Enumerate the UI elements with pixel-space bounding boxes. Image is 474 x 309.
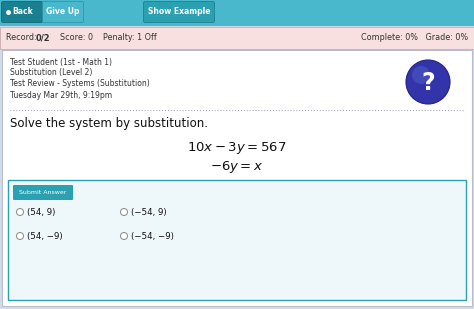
- Text: Test Review - Systems (Substitution): Test Review - Systems (Substitution): [10, 79, 150, 88]
- Text: Tuesday Mar 29th, 9:19pm: Tuesday Mar 29th, 9:19pm: [10, 91, 112, 99]
- Text: 0/2: 0/2: [36, 33, 51, 43]
- FancyBboxPatch shape: [43, 2, 83, 23]
- Circle shape: [406, 60, 450, 104]
- Text: $-6y = x$: $-6y = x$: [210, 159, 264, 175]
- Bar: [0, 0, 474, 26]
- FancyBboxPatch shape: [13, 185, 73, 200]
- Circle shape: [120, 209, 128, 215]
- Text: ?: ?: [421, 71, 435, 95]
- Text: Test Student (1st - Math 1): Test Student (1st - Math 1): [10, 57, 112, 66]
- Circle shape: [120, 232, 128, 239]
- FancyBboxPatch shape: [1, 2, 43, 23]
- Text: Solve the system by substitution.: Solve the system by substitution.: [10, 117, 208, 130]
- Text: Record:: Record:: [6, 33, 39, 43]
- Text: $10x - 3y = 567$: $10x - 3y = 567$: [187, 140, 287, 156]
- Text: Back: Back: [13, 7, 33, 16]
- Text: (54, 9): (54, 9): [27, 208, 55, 217]
- Circle shape: [17, 209, 24, 215]
- Text: Complete: 0%   Grade: 0%: Complete: 0% Grade: 0%: [361, 33, 468, 43]
- FancyBboxPatch shape: [8, 180, 466, 300]
- Circle shape: [412, 66, 430, 84]
- Text: Submit Answer: Submit Answer: [19, 190, 67, 195]
- Text: Substitution (Level 2): Substitution (Level 2): [10, 69, 92, 78]
- Text: Give Up: Give Up: [46, 7, 80, 16]
- Bar: [0, 27, 474, 49]
- Text: Score: 0    Penalty: 1 Off: Score: 0 Penalty: 1 Off: [50, 33, 157, 43]
- Text: (54, −9): (54, −9): [27, 232, 63, 241]
- Circle shape: [17, 232, 24, 239]
- Text: (−54, −9): (−54, −9): [131, 232, 174, 241]
- FancyBboxPatch shape: [144, 2, 215, 23]
- Text: Show Example: Show Example: [148, 7, 210, 16]
- Text: (−54, 9): (−54, 9): [131, 208, 167, 217]
- Bar: [2, 50, 472, 306]
